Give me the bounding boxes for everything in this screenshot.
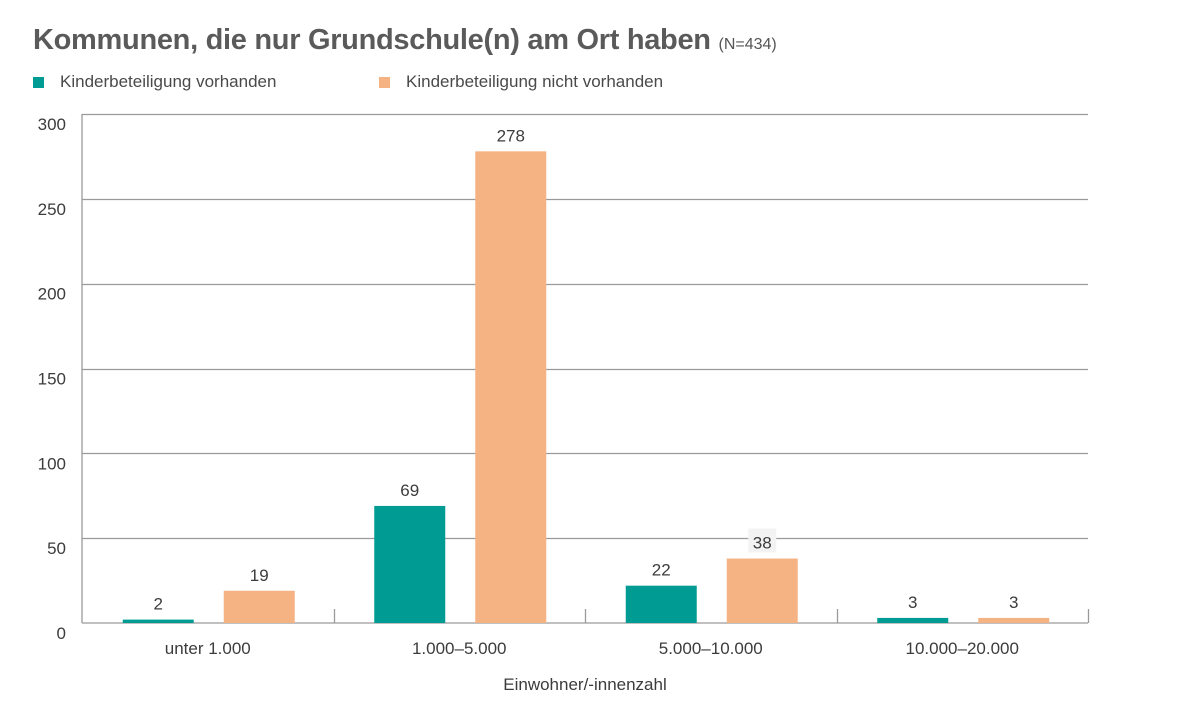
data-label: 19	[250, 566, 269, 585]
data-label: 3	[1009, 593, 1018, 612]
data-label: 3	[908, 593, 917, 612]
legend-item-nicht-vorhanden: Kinderbeteiligung nicht vorhanden	[379, 72, 663, 92]
data-label: 38	[753, 534, 772, 553]
y-tick-label: 300	[38, 115, 66, 134]
y-tick-label: 0	[57, 624, 66, 643]
data-label: 2	[154, 595, 163, 614]
y-tick-label: 100	[38, 454, 66, 473]
data-label: 69	[400, 481, 419, 500]
y-tick-label: 50	[47, 539, 66, 558]
x-tick-label: 5.000–10.000	[659, 639, 763, 658]
bar	[625, 585, 697, 623]
bar	[726, 558, 798, 623]
y-tick-label: 150	[38, 370, 66, 389]
bar	[223, 590, 295, 623]
x-tick-label: 1.000–5.000	[412, 639, 507, 658]
data-label-bg	[748, 528, 777, 553]
chart-title: Kommunen, die nur Grundschule(n) am Ort …	[33, 24, 777, 57]
x-tick-label: 10.000–20.000	[906, 639, 1019, 658]
chart-subtitle: (N=434)	[718, 36, 777, 53]
legend-label: Kinderbeteiligung vorhanden	[60, 72, 277, 91]
bar	[978, 617, 1050, 623]
bar	[475, 151, 547, 623]
bar	[374, 505, 446, 623]
legend-swatch-orange	[379, 76, 390, 88]
bar	[122, 619, 194, 623]
x-axis-label: Einwohner/-innenzahl	[503, 675, 667, 694]
y-tick-label: 250	[38, 200, 66, 219]
data-label: 278	[497, 126, 525, 145]
legend-swatch-teal	[33, 76, 44, 88]
legend-label: Kinderbeteiligung nicht vorhanden	[406, 72, 664, 91]
bar	[877, 617, 949, 623]
chart-title-text: Kommunen, die nur Grundschule(n) am Ort …	[33, 24, 711, 56]
legend-item-vorhanden: Kinderbeteiligung vorhanden	[33, 72, 276, 92]
x-tick-label: unter 1.000	[165, 639, 251, 658]
y-tick-label: 200	[38, 285, 66, 304]
data-label: 22	[652, 561, 671, 580]
